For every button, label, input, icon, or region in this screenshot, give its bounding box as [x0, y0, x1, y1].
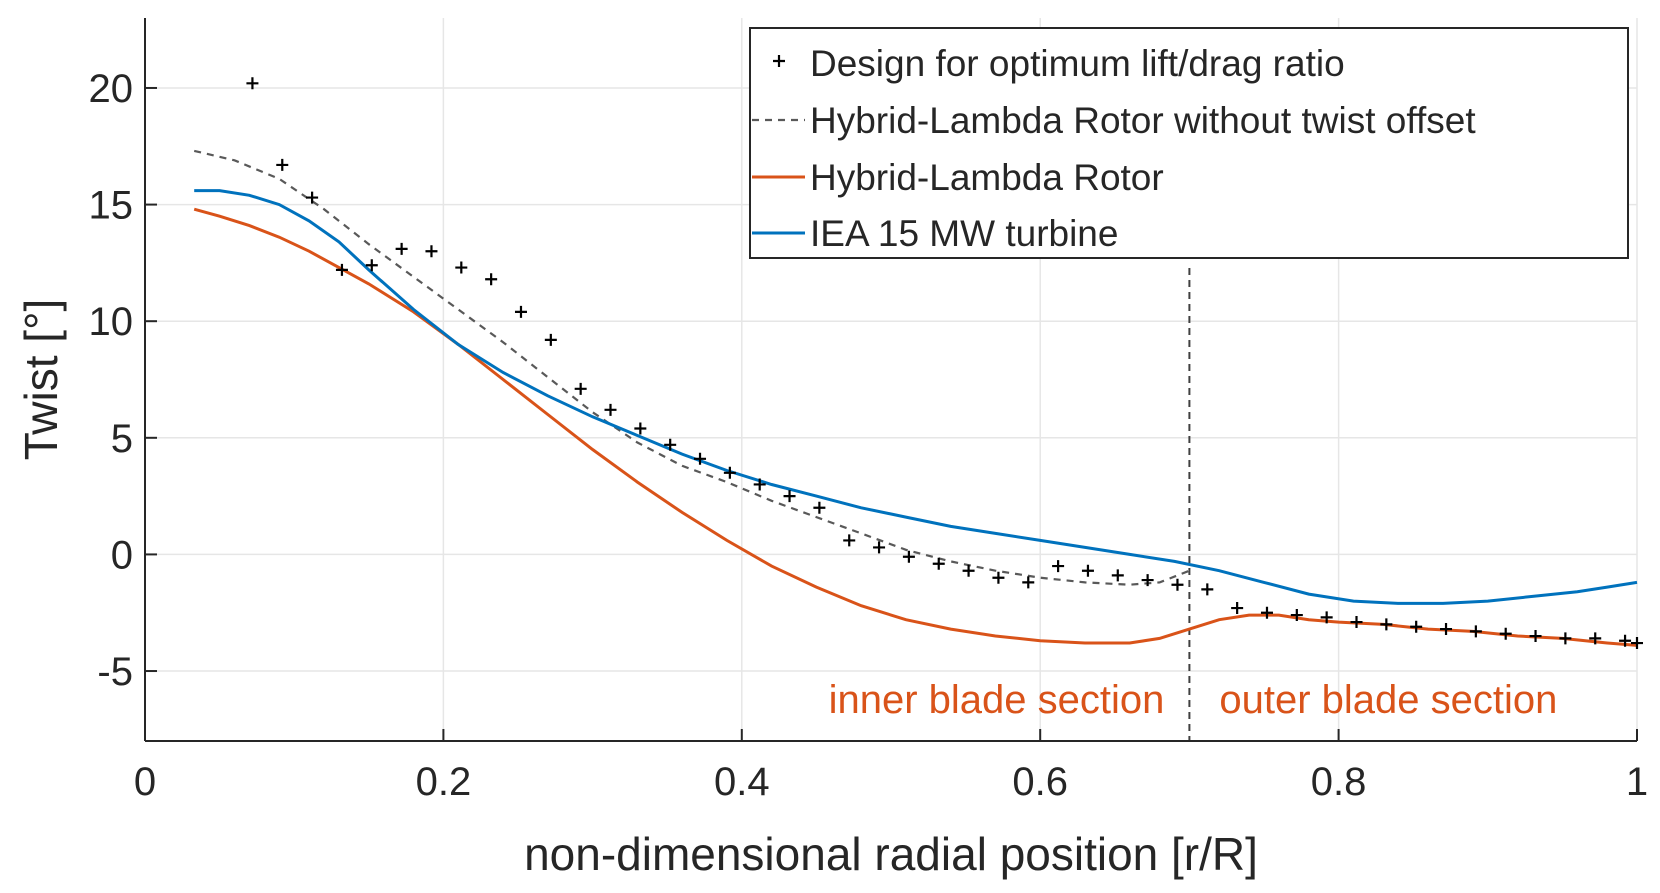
legend-entry: Hybrid-Lambda Rotor without twist offset — [810, 100, 1476, 141]
y-axis-label: Twist [°] — [15, 299, 67, 461]
optimum-marker — [514, 305, 527, 318]
optimum-marker — [425, 245, 438, 258]
optimum-marker — [873, 541, 886, 554]
optimum-marker — [1529, 630, 1542, 643]
optimum-marker — [694, 452, 707, 465]
optimum-marker — [544, 333, 557, 346]
x-axis-label: non-dimensional radial position [r/R] — [524, 828, 1258, 880]
x-tick-label: 0.6 — [1012, 760, 1068, 804]
optimum-marker — [1631, 637, 1643, 650]
optimum-marker — [1111, 569, 1124, 582]
y-tick-label: 0 — [111, 533, 133, 577]
optimum-marker — [574, 382, 587, 395]
x-tick-label: 0.8 — [1311, 760, 1367, 804]
x-tick-label: 0.2 — [416, 760, 472, 804]
series-optimum-markers — [246, 77, 1643, 650]
series-line-iea — [194, 189, 1638, 605]
optimum-marker — [992, 571, 1005, 584]
optimum-marker — [1559, 632, 1572, 645]
series-line-no-offset — [193, 149, 1190, 586]
y-tick-label: -5 — [97, 650, 133, 694]
legend-box — [749, 27, 1629, 259]
legend-marker-optimum — [773, 55, 785, 67]
optimum-marker — [1410, 620, 1423, 633]
optimum-marker — [843, 534, 856, 547]
legend-entry: Hybrid-Lambda Rotor — [810, 157, 1164, 198]
x-tick-label: 0 — [134, 760, 156, 804]
optimum-marker — [902, 550, 915, 563]
optimum-marker — [1380, 618, 1393, 631]
optimum-marker — [664, 438, 677, 451]
optimum-marker — [604, 403, 617, 416]
legend-entry: Design for optimum lift/drag ratio — [810, 43, 1345, 84]
optimum-marker — [365, 259, 378, 272]
optimum-marker — [1619, 634, 1632, 647]
optimum-marker — [813, 501, 826, 514]
y-tick-label: 15 — [89, 184, 134, 228]
optimum-marker — [1201, 583, 1214, 596]
optimum-marker — [1022, 576, 1035, 589]
optimum-marker — [753, 478, 766, 491]
optimum-marker — [1589, 632, 1602, 645]
optimum-marker — [1320, 611, 1333, 624]
optimum-marker — [276, 158, 289, 171]
outer-section-label: outer blade section — [1219, 678, 1557, 722]
inner-section-label: inner blade section — [829, 678, 1165, 722]
optimum-marker — [395, 242, 408, 255]
optimum-marker — [962, 564, 975, 577]
optimum-marker — [306, 191, 319, 204]
y-tick-label: 20 — [89, 67, 134, 111]
axes: 0 0.2 0.4 0.6 0.8 1 -5 0 5 10 15 20 non-dimensional … — [15, 18, 1648, 880]
optimum-marker — [783, 490, 796, 503]
y-tick-label: 10 — [89, 300, 134, 344]
optimum-marker — [1231, 602, 1244, 615]
optimum-marker — [1260, 606, 1273, 619]
optimum-marker — [485, 273, 498, 286]
optimum-marker — [335, 263, 348, 276]
optimum-marker — [1081, 564, 1094, 577]
optimum-marker — [246, 77, 259, 90]
optimum-marker — [1469, 625, 1482, 638]
series-line-hybrid — [193, 207, 1638, 647]
optimum-marker — [1141, 574, 1154, 587]
y-tick-label: 5 — [111, 417, 133, 461]
legend-entry: IEA 15 MW turbine — [810, 213, 1118, 254]
legend: Design for optimum lift/drag ratio Hybrid… — [749, 27, 1629, 259]
optimum-marker — [1350, 616, 1363, 629]
optimum-marker — [634, 422, 647, 435]
optimum-marker — [932, 557, 945, 570]
optimum-marker — [1171, 578, 1184, 591]
optimum-marker — [1052, 560, 1065, 573]
grid — [144, 18, 1638, 741]
optimum-marker — [1440, 623, 1453, 636]
region-annotations: inner blade section outer blade section — [829, 678, 1558, 722]
x-tick-label: 0.4 — [714, 760, 770, 804]
plot-series — [193, 77, 1643, 650]
optimum-marker — [723, 466, 736, 479]
optimum-marker — [1499, 627, 1512, 640]
optimum-marker — [455, 261, 468, 274]
x-tick-label: 1 — [1626, 760, 1648, 804]
optimum-marker — [1290, 609, 1303, 622]
